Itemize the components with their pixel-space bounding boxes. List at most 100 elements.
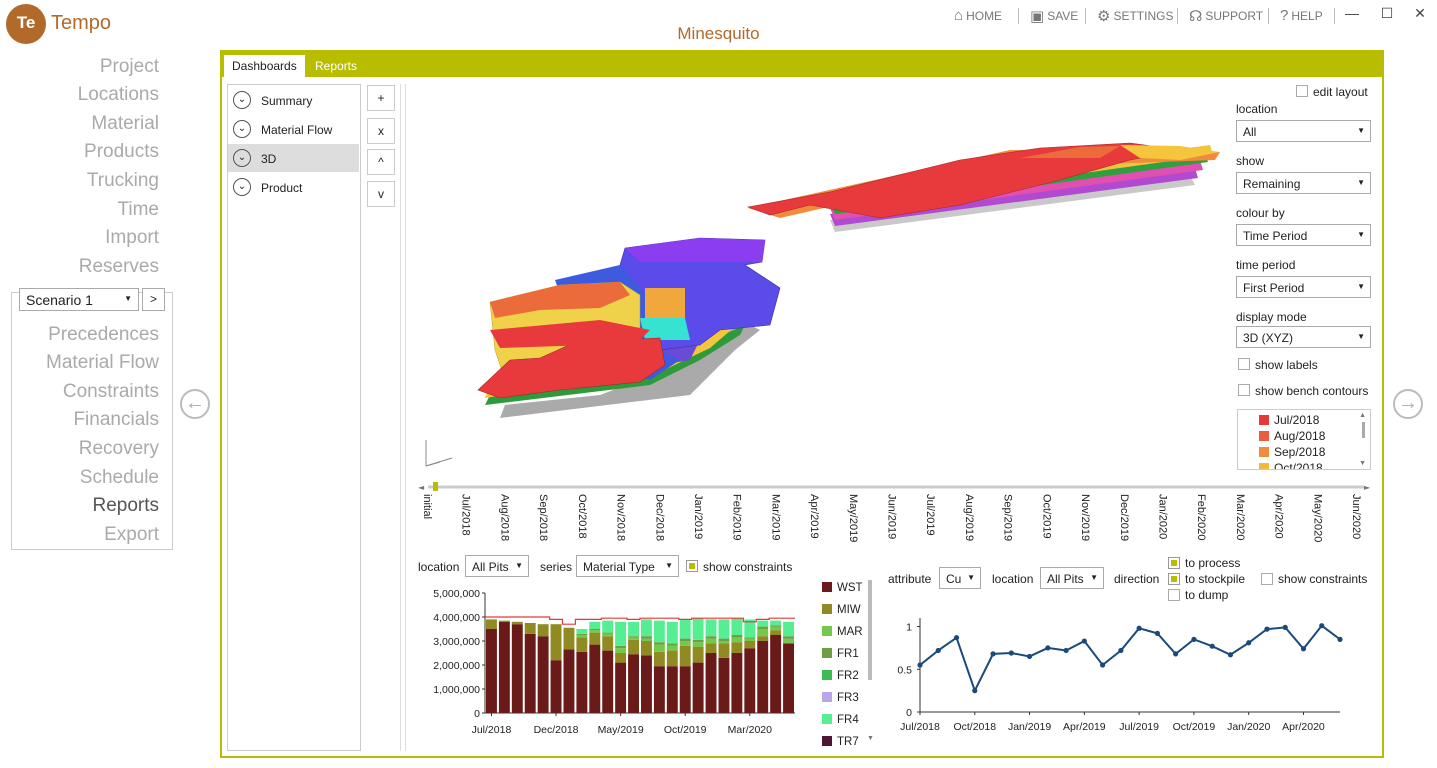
cu-line-chart: 0 0.5 1 Jul/2018 Oct/2018 Jan/2019 Apr/2019 Jul… [897,618,1343,733]
display-mode-select[interactable]: 3D (XYZ) [1236,326,1371,348]
colour-by-select[interactable]: Time Period [1236,224,1371,246]
timeline-slider[interactable]: ◄ ► [418,478,1374,494]
line-location-select[interactable]: All Pits [1040,567,1104,589]
legend-swatch [822,626,832,636]
to-dump-checkbox[interactable] [1168,589,1180,601]
3d-pit-view[interactable] [420,90,1230,475]
splitter-handle[interactable] [400,84,406,751]
nav-constraints[interactable]: Constraints [62,381,159,402]
display-mode-label: display mode [1236,310,1307,324]
series-legend-scrollbar[interactable] [868,580,872,680]
bar-segment-mar [705,638,717,644]
show-select[interactable]: Remaining [1236,172,1371,194]
dashboard-item-material-flow[interactable]: ⌄ Material Flow [228,115,359,143]
dashboard-item-3d[interactable]: ⌄ 3D [228,144,359,172]
bar-segment-miw [537,624,549,637]
bar-segment-wst [666,666,678,713]
nav-schedule[interactable]: Schedule [79,467,159,488]
bar-segment-fr1 [615,645,627,649]
constraint-line [485,616,795,625]
to-process-checkbox[interactable] [1168,557,1180,569]
forward-arrow-icon[interactable]: → [1393,389,1423,419]
save-button[interactable]: ▣ SAVE [1030,8,1079,25]
data-point [1337,636,1343,642]
settings-button[interactable]: ⚙ SETTINGS [1097,8,1174,25]
nav-locations[interactable]: Locations [77,84,159,105]
bar-segment-mar [589,630,601,633]
bar-location-select[interactable]: All Pits [465,555,529,577]
bar-segment-fr1 [602,632,614,634]
nav-precedences[interactable]: Precedences [48,324,159,345]
bar-segment-wst [692,662,704,713]
dashboard-item-product[interactable]: ⌄ Product [228,173,359,201]
nav-time[interactable]: Time [117,199,159,220]
data-point [1227,652,1234,658]
nav-export[interactable]: Export [104,524,159,545]
scenario-select[interactable]: Scenario 1 ▼ [19,288,139,311]
data-point [990,651,996,657]
nav-trucking[interactable]: Trucking [86,170,159,191]
bar-segment-mar [602,633,614,637]
back-arrow-icon[interactable]: ← [180,389,210,419]
x-tick-label: Jul/2019 [1119,721,1159,733]
nav-financials[interactable]: Financials [73,409,159,430]
remove-dashboard-button[interactable]: x [367,118,395,144]
nav-reports[interactable]: Reports [92,495,159,516]
nav-reserves[interactable]: Reserves [78,256,159,277]
bar-segment-miw [718,643,730,658]
legend-swatch [822,604,832,614]
attribute-select[interactable]: Cu [939,567,981,589]
close-button[interactable]: ✕ [1414,5,1426,21]
nav-material-flow[interactable]: Material Flow [46,352,159,373]
bar-segment-fr1 [679,638,691,641]
bar-segment-wst [498,621,510,713]
nav-project[interactable]: Project [99,56,159,77]
nav-import[interactable]: Import [105,227,159,248]
location-select[interactable]: All [1236,120,1371,142]
scroll-down-icon[interactable]: ▼ [1359,460,1366,467]
add-dashboard-button[interactable]: + [367,85,395,111]
timeline-label: Jun/2019 [885,494,898,540]
legend-label: MAR [837,626,863,638]
timeline-thumb[interactable] [433,482,438,491]
move-up-button[interactable]: ^ [367,149,395,175]
nav-products[interactable]: Products [84,141,159,162]
bar-show-constraints-checkbox[interactable] [686,560,698,572]
move-down-button[interactable]: v [367,181,395,207]
help-button[interactable]: ? HELP [1280,7,1323,24]
line-show-constraints-checkbox[interactable] [1261,573,1273,585]
edit-layout-checkbox[interactable] [1296,85,1308,97]
bar-segment-fr4 [602,620,614,633]
bar-segment-mar [641,638,652,641]
legend-label: FR1 [837,648,859,660]
legend-item: Oct/2018 [1259,461,1323,469]
nav-recovery[interactable]: Recovery [78,438,159,459]
scroll-up-icon[interactable]: ▲ [1359,412,1366,419]
to-stockpile-checkbox[interactable] [1168,573,1180,585]
y-tick-label: 0.5 [897,664,912,676]
bar-segment-miw [486,619,497,629]
bar-segment-wst [563,649,575,713]
scenario-go-button[interactable]: > [142,288,165,311]
legend-scrollbar[interactable] [1362,422,1365,438]
to-process-label: to process [1185,556,1241,570]
support-button[interactable]: ☊ SUPPORT [1189,8,1264,25]
series-select[interactable]: Material Type [576,555,679,577]
scroll-down-icon[interactable]: ▼ [867,735,874,742]
bar-segment-mar [692,642,704,647]
tab-reports[interactable]: Reports [315,59,358,73]
bar-segment-wst [602,650,614,713]
time-period-select[interactable]: First Period [1236,276,1371,298]
home-button[interactable]: ⌂ HOME [954,7,1003,24]
series-legend-item: FR3 [822,692,859,704]
show-labels-checkbox[interactable] [1238,358,1250,370]
nav-material[interactable]: Material [91,113,159,134]
show-bench-contours-label: show bench contours [1255,384,1369,398]
bar-segment-fr1 [744,637,756,639]
show-bench-contours-checkbox[interactable] [1238,384,1250,396]
y-tick-label: 0 [906,707,912,719]
tab-dashboards[interactable]: Dashboards [224,55,305,77]
dashboard-item-summary[interactable]: ⌄ Summary [228,86,359,114]
minimize-button[interactable]: — [1345,5,1359,21]
maximize-button[interactable]: ☐ [1380,5,1394,21]
